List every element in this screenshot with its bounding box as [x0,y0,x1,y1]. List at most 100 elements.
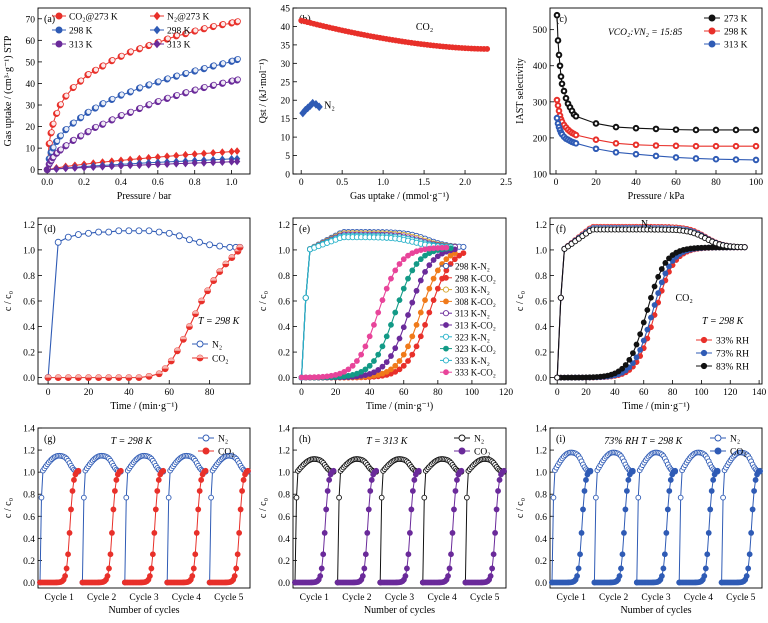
y-tick-label: 0.0 [278,579,290,589]
n2-data-point [421,494,428,501]
data-point-shade [216,268,223,272]
y-tick-label: 0.8 [23,491,35,501]
data-point-center [734,144,738,148]
co2-data-point [667,477,674,483]
cycle-label: Cycle 4 [684,593,714,603]
panel-i: 0.0 0.2 0.4 0.6 0.8 1.0 1.2 1.4 Cycle 1 Cycle 2 Cy… [515,425,763,616]
data-point [388,366,394,373]
y-tick-label: 0.6 [278,298,290,308]
data-point [409,351,416,358]
legend-label: 333 K-N₂ [455,356,490,366]
n2-data-point [593,494,599,501]
legend-marker [153,39,161,49]
co2-data-point [324,488,331,494]
data-point [64,233,72,241]
data-point [557,294,564,301]
co2-data-point [625,477,632,483]
y-tick-label: 10 [281,134,291,144]
y-tick-label: 0.4 [535,323,547,333]
data-point [375,309,382,316]
co2-data-point [65,551,71,558]
data-point-desorption [174,32,181,39]
data-point-center [674,128,678,131]
data-point [383,333,390,340]
co2-data-point [117,467,124,474]
data-point-desorption [192,67,199,74]
co2-data-point [666,488,673,494]
cycle-label: Cycle 5 [726,593,756,603]
data-point [633,341,640,348]
n2-cycle-line [721,451,761,583]
data-point [379,343,386,350]
co2-data-point [618,565,624,572]
data-point [392,345,399,352]
x-tick-label: 1.0 [377,178,389,188]
series-annotation: N₂ [324,100,335,111]
data-point [388,353,394,359]
cycle-label: Cycle 2 [599,593,629,603]
legend-marker [442,357,450,364]
co2-data-point [578,530,585,536]
legend-marker [196,340,204,348]
legend-label: 333 K-CO₂ [455,368,496,378]
data-point-desorption [100,100,107,107]
data-point [400,256,407,263]
legend-label: CO₂@273 K [69,13,118,23]
data-point [196,238,203,246]
x-axis-label: Pressure / bar [117,191,172,202]
y-tick-label: 200 [533,134,548,144]
data-point-center [754,144,758,148]
y-axis-label: c / c₀ [515,290,526,311]
data-point [396,297,403,304]
co2-cycle-line [295,470,334,583]
co2-data-point [411,477,418,483]
data-point-desorption [210,62,217,69]
co2-data-point [160,467,167,474]
data-point-center [556,39,560,42]
data-point-center [555,98,559,102]
co2-data-point [705,530,712,536]
n2-cycle-line [551,451,591,583]
data-point-center [734,128,738,132]
data-point-desorption [127,48,134,55]
legend-label: 83% RH [716,363,749,373]
data-point [388,321,394,328]
data-point [371,321,377,328]
co2-data-point [151,530,158,536]
y-tick-label: 1.2 [23,221,35,231]
co2-data-point [373,467,380,474]
n2-data-point [635,494,642,501]
x-axis-label: Time / (min·g⁻¹) [366,401,433,412]
data-point [630,350,636,356]
data-point [379,363,386,370]
co2-data-point [69,488,76,494]
y-tick-label: 10 [26,145,36,155]
panel-label: (i) [556,434,565,445]
data-point [637,331,644,338]
legend-marker [714,447,722,455]
co2-data-point [452,488,459,494]
data-point-center [654,127,658,131]
n2-cycle-line [593,451,633,583]
co2-data-point [489,565,496,572]
co2-data-point [746,551,753,558]
data-point [349,362,356,369]
data-point-center [558,64,562,68]
data-point-desorption [54,137,61,144]
co2-data-point [109,530,115,536]
data-point [392,309,399,316]
co2-data-point [492,530,498,536]
co2-data-point [575,565,582,572]
data-point-center [754,128,758,132]
co2-data-point [364,530,371,536]
y-tick-label: 0.0 [535,374,547,384]
data-point-desorption [183,69,190,76]
co2-data-point [451,506,457,513]
data-point-center [594,138,598,142]
co2-data-point [702,565,709,572]
co2-data-point [198,477,205,483]
data-point-shade [174,347,181,351]
panel-h: 0.0 0.2 0.4 0.6 0.8 1.0 1.2 1.4 Cycle 1 Cycle 2 Cy… [258,425,507,616]
y-tick-label: 400 [533,62,548,72]
data-point [302,294,309,301]
